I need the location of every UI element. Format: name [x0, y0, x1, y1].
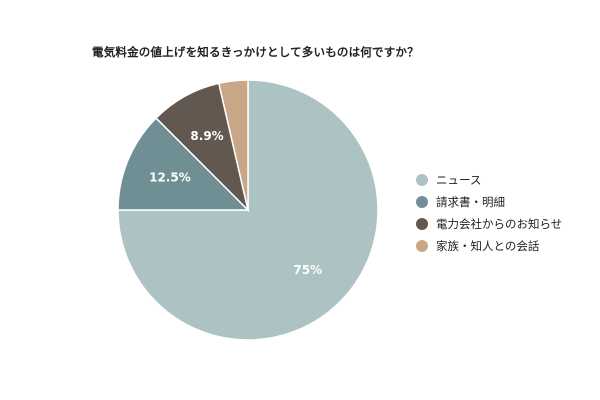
legend-item-1: ニュース	[416, 169, 562, 191]
legend-swatch-2	[416, 196, 428, 208]
slice-data-label-1: 75%	[293, 263, 322, 277]
legend-label-1: ニュース	[436, 173, 482, 187]
pie-slice-1	[117, 79, 379, 341]
legend-swatch-4	[416, 240, 428, 252]
legend-item-3: 電力会社からのお知らせ	[416, 213, 562, 235]
legend-label-2: 請求書・明細	[436, 195, 505, 209]
legend-item-2: 請求書・明細	[416, 191, 562, 213]
pie-slice-2	[117, 117, 250, 211]
legend-item-4: 家族・知人との会話	[416, 235, 562, 257]
legend: ニュース請求書・明細電力会社からのお知らせ 家族・知人との会話	[416, 169, 562, 257]
legend-label-4: 家族・知人との会話	[436, 239, 540, 253]
slice-data-label-2: 12.5%	[149, 171, 191, 185]
slice-data-label-3: 8.9%	[190, 129, 223, 143]
legend-swatch-3	[416, 218, 428, 230]
pie-slice-4	[217, 79, 249, 211]
chart-title: 電気料金の値上げを知るきっかけとして多いものは何ですか？	[92, 45, 419, 59]
legend-label-3: 電力会社からのお知らせ	[436, 217, 563, 231]
legend-swatch-1	[416, 174, 428, 186]
